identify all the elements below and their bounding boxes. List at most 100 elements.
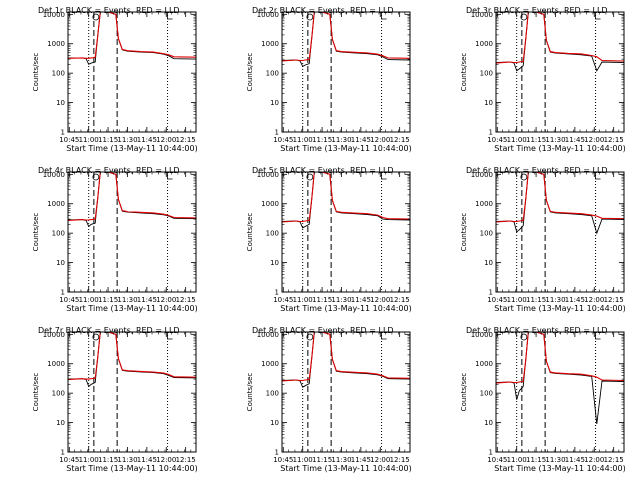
panel-det-8: Det 8r BLACK = Events, RED = LLD 1 10 100 10… bbox=[246, 326, 412, 473]
x-tick-label: 12:15 bbox=[604, 456, 624, 464]
y-tick-label: 10000 bbox=[471, 11, 493, 19]
x-tick-label: 12:00 bbox=[370, 296, 390, 304]
x-tick-label: 12:15 bbox=[176, 456, 196, 464]
y-tick-label: 1000 bbox=[475, 200, 493, 208]
y-tick-label: 10 bbox=[484, 99, 493, 107]
panel-det-4: Det 4r BLACK = Events, RED = LLD 1 10 100 10… bbox=[32, 166, 198, 313]
x-tick-label: 11:15 bbox=[312, 296, 332, 304]
x-axis-label: Start Time (13-May-11 10:44:00) bbox=[280, 304, 411, 313]
plot-frame bbox=[495, 11, 625, 133]
panel-title: Det 9r BLACK = Events, RED = LLD bbox=[466, 326, 608, 335]
y-tick-label: 1000 bbox=[475, 360, 493, 368]
x-axis-label: Start Time (13-May-11 10:44:00) bbox=[280, 144, 411, 153]
panel-title: Det 1r BLACK = Events, RED = LLD bbox=[38, 6, 180, 15]
y-tick-label: 10 bbox=[270, 419, 279, 427]
interval-start-marker bbox=[520, 13, 528, 21]
x-tick-label: 11:45 bbox=[565, 296, 585, 304]
y-tick-label: 10 bbox=[484, 259, 493, 267]
y-axis-label: Counts/sec bbox=[32, 213, 40, 252]
y-tick-label: 1 bbox=[61, 289, 65, 297]
plot-frame bbox=[281, 11, 411, 133]
x-axis-label: Start Time (13-May-11 10:44:00) bbox=[66, 464, 197, 473]
plot-frame bbox=[495, 171, 625, 293]
x-axis-label: Start Time (13-May-11 10:44:00) bbox=[280, 464, 411, 473]
x-tick-label: 10:45 bbox=[273, 296, 293, 304]
series-line-lld bbox=[67, 331, 197, 381]
x-tick-label: 11:30 bbox=[545, 296, 565, 304]
y-tick-label: 1000 bbox=[475, 40, 493, 48]
x-tick-label: 12:15 bbox=[390, 456, 410, 464]
x-tick-label: 11:45 bbox=[351, 136, 371, 144]
series-line-lld bbox=[495, 331, 625, 384]
interval-end-marker bbox=[595, 172, 601, 180]
x-tick-label: 10:45 bbox=[273, 456, 293, 464]
x-tick-label: 10:45 bbox=[273, 136, 293, 144]
x-tick-label: 11:00 bbox=[507, 136, 527, 144]
x-axis-label: Start Time (13-May-11 10:44:00) bbox=[66, 144, 197, 153]
x-axis-label: Start Time (13-May-11 10:44:00) bbox=[494, 304, 625, 313]
y-tick-label: 10 bbox=[270, 99, 279, 107]
interval-start-marker bbox=[306, 13, 314, 21]
x-tick-label: 11:15 bbox=[526, 296, 546, 304]
x-tick-label: 11:30 bbox=[117, 136, 137, 144]
x-tick-label: 12:00 bbox=[370, 136, 390, 144]
y-axis-label: Counts/sec bbox=[460, 53, 468, 92]
x-tick-label: 10:45 bbox=[59, 456, 79, 464]
y-tick-label: 10000 bbox=[257, 331, 279, 339]
x-tick-label: 11:15 bbox=[98, 456, 118, 464]
interval-end-marker bbox=[167, 12, 173, 20]
y-axis-label: Counts/sec bbox=[460, 213, 468, 252]
x-tick-label: 12:00 bbox=[156, 456, 176, 464]
series-line-events bbox=[495, 331, 625, 424]
y-tick-label: 10 bbox=[56, 419, 65, 427]
plot-frame bbox=[67, 11, 197, 133]
x-tick-label: 10:45 bbox=[487, 456, 507, 464]
y-tick-label: 1 bbox=[61, 449, 65, 457]
x-tick-label: 11:30 bbox=[331, 136, 351, 144]
x-tick-label: 11:45 bbox=[565, 456, 585, 464]
x-axis-label: Start Time (13-May-11 10:44:00) bbox=[494, 464, 625, 473]
interval-start-marker bbox=[520, 173, 528, 181]
y-tick-label: 10000 bbox=[471, 171, 493, 179]
y-tick-label: 100 bbox=[480, 70, 493, 78]
x-tick-label: 11:45 bbox=[137, 456, 157, 464]
y-tick-label: 1 bbox=[275, 129, 279, 137]
x-tick-label: 10:45 bbox=[59, 296, 79, 304]
y-tick-label: 100 bbox=[52, 70, 65, 78]
panel-det-1: Det 1r BLACK = Events, RED = LLD 1 10 100 10… bbox=[32, 6, 198, 153]
y-tick-label: 1000 bbox=[47, 40, 65, 48]
interval-end-marker bbox=[595, 12, 601, 20]
y-tick-label: 1 bbox=[275, 289, 279, 297]
x-tick-label: 12:00 bbox=[584, 456, 604, 464]
series-line-lld bbox=[495, 171, 625, 223]
y-tick-label: 1 bbox=[275, 449, 279, 457]
x-tick-label: 11:30 bbox=[117, 296, 137, 304]
series-line-events bbox=[281, 331, 411, 388]
plot-frame bbox=[281, 331, 411, 453]
y-tick-label: 10000 bbox=[257, 11, 279, 19]
y-axis-label: Counts/sec bbox=[246, 53, 254, 92]
series-line-lld bbox=[67, 171, 197, 222]
panel-det-5: Det 5r BLACK = Events, RED = LLD 1 10 100 10… bbox=[246, 166, 412, 313]
y-tick-label: 1 bbox=[61, 129, 65, 137]
y-axis-label: Counts/sec bbox=[460, 373, 468, 412]
y-tick-label: 1000 bbox=[261, 40, 279, 48]
interval-start-marker bbox=[92, 333, 100, 341]
y-tick-label: 100 bbox=[266, 230, 279, 238]
series-line-lld bbox=[281, 11, 411, 62]
x-tick-label: 12:00 bbox=[370, 456, 390, 464]
panel-det-7: Det 7r BLACK = Events, RED = LLD 1 10 100 10… bbox=[32, 326, 198, 473]
x-tick-label: 11:30 bbox=[331, 296, 351, 304]
plot-frame bbox=[281, 171, 411, 293]
plot-frame bbox=[495, 331, 625, 453]
y-tick-label: 10000 bbox=[43, 331, 65, 339]
y-tick-label: 10000 bbox=[43, 11, 65, 19]
x-tick-label: 11:00 bbox=[79, 456, 99, 464]
series-line-events bbox=[281, 171, 411, 229]
x-tick-label: 11:45 bbox=[351, 456, 371, 464]
x-tick-label: 11:30 bbox=[331, 456, 351, 464]
x-tick-label: 11:30 bbox=[545, 136, 565, 144]
y-tick-label: 100 bbox=[480, 230, 493, 238]
series-line-events bbox=[67, 331, 197, 388]
y-tick-label: 10000 bbox=[257, 171, 279, 179]
